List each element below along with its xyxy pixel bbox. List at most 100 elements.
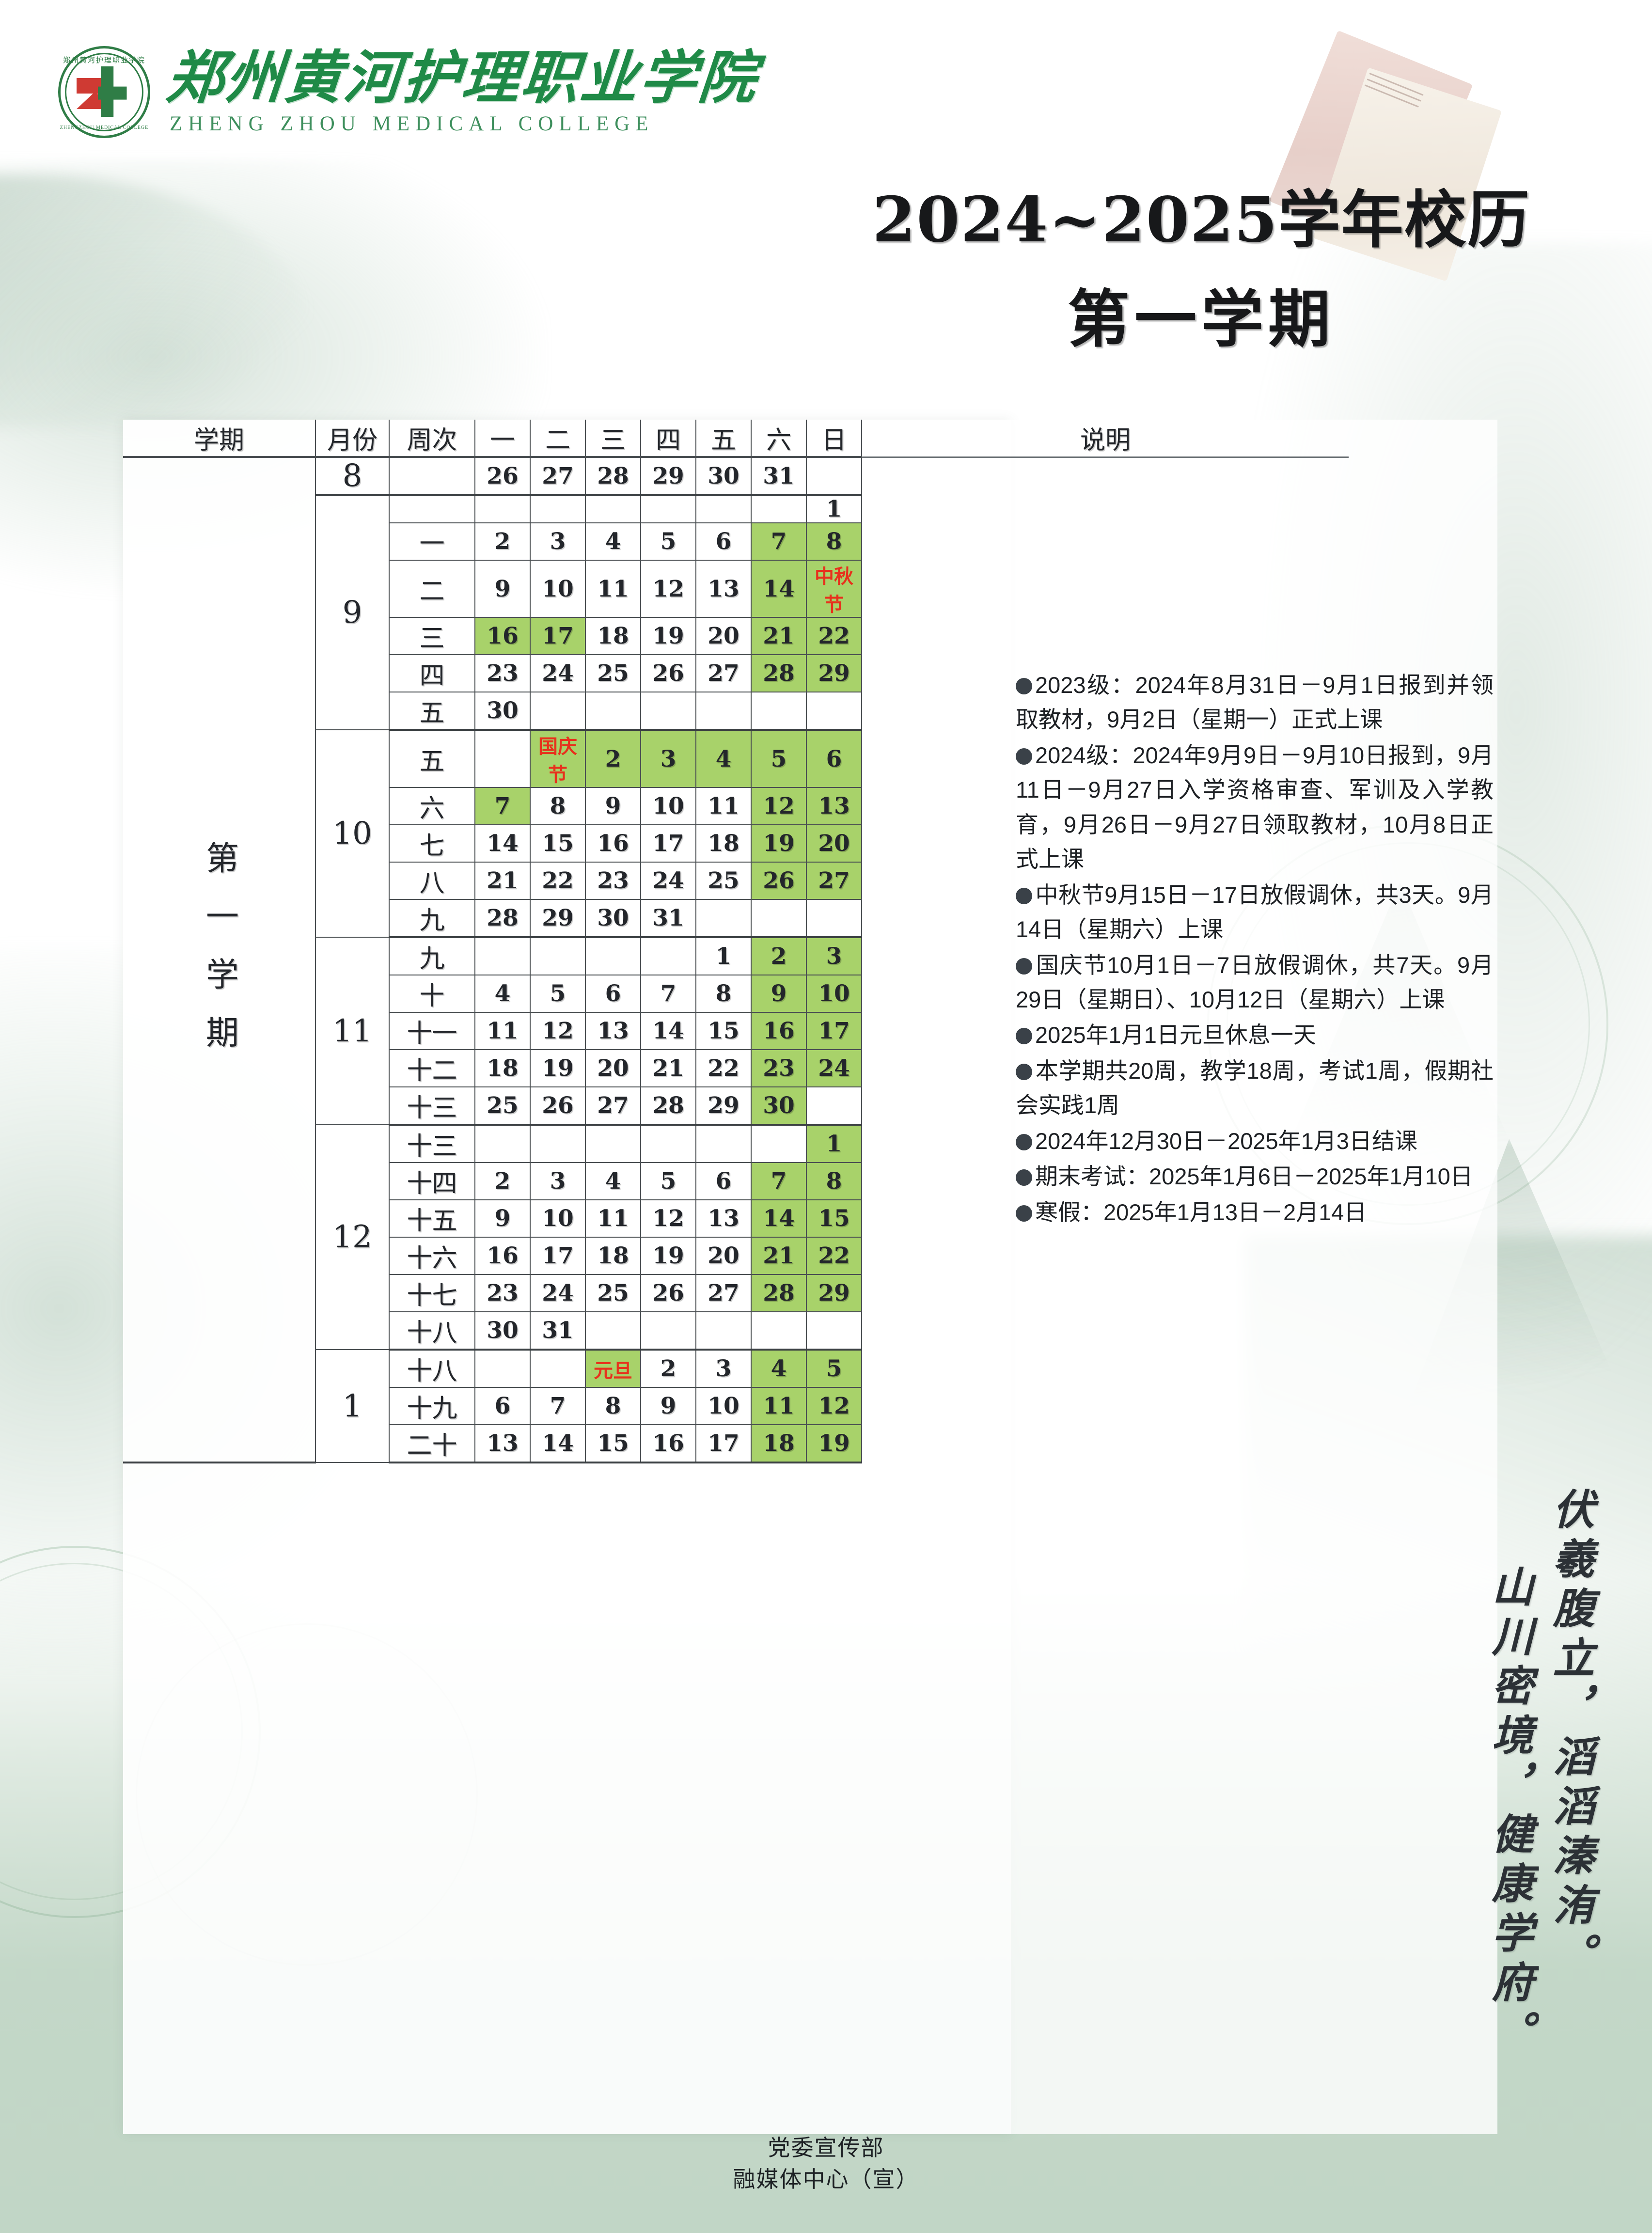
week-cell: 二十 xyxy=(389,1424,475,1463)
header-thu: 四 xyxy=(640,420,696,458)
day-cell: 30 xyxy=(585,899,641,938)
bullet-icon xyxy=(1016,1028,1032,1045)
week-cell: 四 xyxy=(389,654,475,692)
page-title: 2024~2025学年校历 第一学期 xyxy=(838,30,1565,359)
note-item: 2024级：2024年9月9日－9月10日报到，9月11日－9月27日入学资格审… xyxy=(1016,738,1494,877)
day-cell: 29 xyxy=(806,1274,862,1312)
day-cell: 22 xyxy=(530,862,586,900)
day-cell: 11 xyxy=(751,1387,807,1425)
week-cell: 十一 xyxy=(389,1012,475,1050)
day-cell: 20 xyxy=(695,617,752,655)
table-row: 12 十三 1 xyxy=(123,1124,1349,1350)
monogram-v-shape xyxy=(98,66,127,117)
day-cell: 2 xyxy=(585,729,641,788)
day-cell xyxy=(751,1311,807,1351)
day-cell: 27 xyxy=(695,1274,752,1312)
day-cell: 31 xyxy=(640,899,696,938)
term-cell: 第一学期 xyxy=(123,457,316,1463)
note-text: 期末考试：2025年1月6日－2025年1月10日 xyxy=(1035,1164,1473,1190)
seal-arc-top-text: 郑州黄河护理职业学院 xyxy=(63,57,145,64)
day-cell: 26 xyxy=(530,1086,586,1126)
month-cell: 9 xyxy=(315,494,390,730)
day-cell: 12 xyxy=(640,560,696,618)
note-text: 2024级：2024年9月9日－9月10日报到，9月11日－9月27日入学资格审… xyxy=(1016,742,1494,872)
day-cell: 10 xyxy=(530,1199,586,1238)
day-cell: 22 xyxy=(695,1049,752,1087)
day-cell xyxy=(585,1311,641,1351)
day-cell: 3 xyxy=(530,522,586,561)
day-cell xyxy=(695,692,752,731)
day-cell xyxy=(695,494,752,523)
day-cell: 7 xyxy=(474,787,531,825)
day-cell: 8 xyxy=(806,1162,862,1200)
bullet-icon xyxy=(1016,958,1032,975)
day-cell xyxy=(640,692,696,731)
day-cell: 21 xyxy=(640,1049,696,1087)
day-cell: 25 xyxy=(695,862,752,900)
header-mon: 一 xyxy=(474,420,531,458)
header-sun: 日 xyxy=(806,420,862,458)
day-cell: 28 xyxy=(640,1086,696,1126)
note-item: 2025年1月1日元旦休息一天 xyxy=(1016,1018,1494,1052)
day-cell: 26 xyxy=(474,456,531,496)
note-item: 中秋节9月15日－17日放假调休，共3天。9月14日（星期六）上课 xyxy=(1016,878,1494,947)
day-cell: 1 xyxy=(695,937,752,975)
day-cell: 9 xyxy=(474,560,531,618)
month-cell: 1 xyxy=(315,1349,390,1463)
day-cell xyxy=(751,692,807,731)
day-cell: 31 xyxy=(530,1311,586,1351)
bullet-icon xyxy=(1016,1205,1032,1222)
day-cell: 24 xyxy=(640,862,696,900)
day-cell: 中秋节 xyxy=(806,560,862,618)
day-cell: 14 xyxy=(751,1199,807,1238)
day-cell: 19 xyxy=(806,1424,862,1463)
bullet-icon xyxy=(1016,1063,1032,1080)
day-cell: 23 xyxy=(474,1274,531,1312)
table-row: 八 21 22 23 24 25 26 27 xyxy=(123,862,1349,900)
month-cell: 10 xyxy=(315,729,390,938)
day-cell: 18 xyxy=(474,1049,531,1087)
calligraphy-line-1: 伏羲腹立，滔滔溱洧。 xyxy=(1545,1488,1594,1982)
day-cell xyxy=(640,937,696,975)
day-cell: 元旦 xyxy=(585,1349,641,1388)
day-cell: 23 xyxy=(474,654,531,692)
day-cell: 10 xyxy=(695,1387,752,1425)
table-header-row: 学期 月份 周次 一 二 三 四 五 六 日 说明 xyxy=(123,420,1349,458)
header-wed: 三 xyxy=(585,420,641,458)
day-cell xyxy=(806,456,862,496)
day-cell: 5 xyxy=(640,522,696,561)
table-row: 1 十八 元旦 2 3 4 5 xyxy=(123,1349,1349,1463)
seal-zv-monogram-icon xyxy=(75,65,132,120)
day-cell: 8 xyxy=(530,787,586,825)
week-cell: 三 xyxy=(389,617,475,655)
day-cell: 9 xyxy=(751,975,807,1013)
header-tue: 二 xyxy=(530,420,586,458)
note-item: 2023级：2024年8月31日－9月1日报到并领取教材，9月2日（星期一）正式… xyxy=(1016,668,1494,737)
day-cell: 17 xyxy=(695,1424,752,1463)
day-cell: 11 xyxy=(474,1012,531,1050)
month-cell: 8 xyxy=(315,456,390,496)
day-cell: 24 xyxy=(530,1274,586,1312)
notes-card-background xyxy=(1011,420,1497,2134)
day-cell: 20 xyxy=(585,1049,641,1087)
note-text: 2024年12月30日－2025年1月3日结课 xyxy=(1035,1128,1417,1154)
day-cell: 3 xyxy=(806,937,862,975)
week-cell: 十三 xyxy=(389,1124,475,1163)
day-cell: 3 xyxy=(530,1162,586,1200)
table-row: 十七 23 24 25 26 27 28 29 xyxy=(123,1274,1349,1312)
day-cell: 4 xyxy=(695,729,752,788)
day-cell xyxy=(695,899,752,938)
bullet-icon xyxy=(1016,1169,1032,1186)
day-cell: 25 xyxy=(585,654,641,692)
month-cell: 12 xyxy=(315,1124,390,1350)
day-cell: 19 xyxy=(530,1049,586,1087)
table-row: 十 4 5 6 7 8 9 10 xyxy=(123,975,1349,1013)
table-row: 11 九 1 2 3 xyxy=(123,937,1349,1125)
note-text: 2023级：2024年8月31日－9月1日报到并领取教材，9月2日（星期一）正式… xyxy=(1016,672,1494,733)
day-cell: 16 xyxy=(585,824,641,863)
table-row: 10 五国庆节 2 3 4 5 6 xyxy=(123,729,1349,938)
day-cell xyxy=(806,1311,862,1351)
week-cell: 十八 xyxy=(389,1311,475,1351)
seal-inner-ring xyxy=(65,53,143,131)
day-cell xyxy=(585,494,641,523)
